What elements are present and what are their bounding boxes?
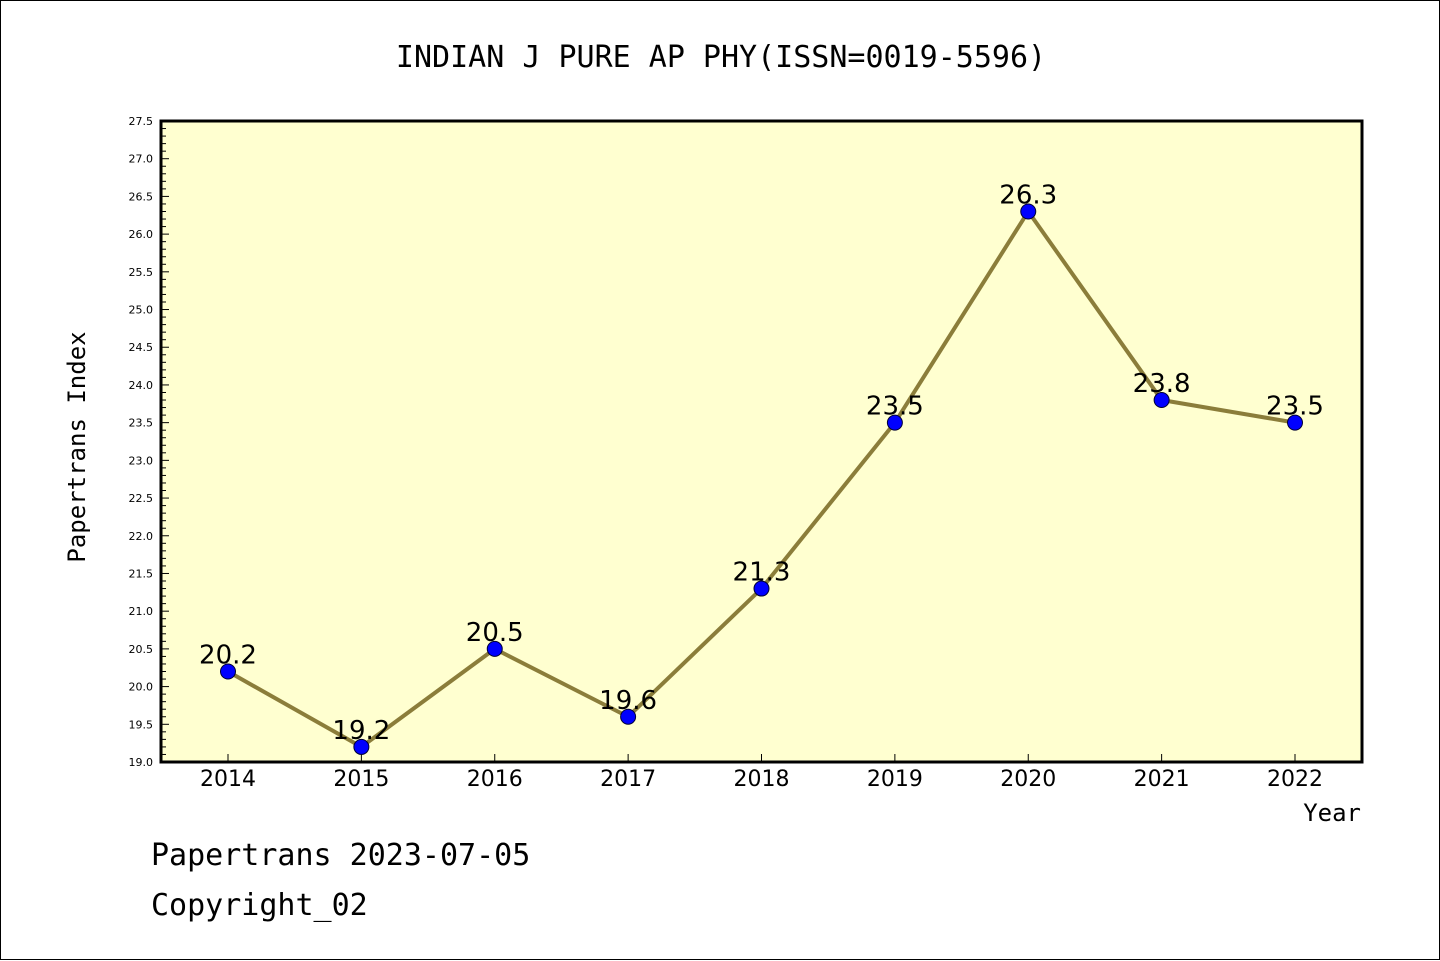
y-tick-label: 22.0 [129,530,154,543]
y-tick-label: 21.5 [129,567,154,580]
data-label: 20.2 [199,641,257,671]
data-labels: 20.2 19.2 20.5 19.6 21.3 23.5 26.3 23.8 23.5 [199,180,1324,745]
chart-title: INDIAN J PURE AP PHY(ISSN=0019-5596) [396,40,1046,75]
data-point [620,708,637,725]
x-tick-label: 2019 [867,767,923,792]
y-tick-label: 22.5 [129,492,154,505]
data-point [1153,392,1170,409]
data-label: 21.3 [733,558,791,588]
data-point [220,663,236,680]
data-label: 26.3 [999,180,1057,210]
data-point [753,580,770,597]
data-label: 19.6 [599,686,657,716]
y-tick-label: 24.0 [129,379,154,392]
x-tick-label: 2015 [333,767,389,792]
y-tick-label: 25.5 [129,266,154,279]
y-tick-label: 26.5 [129,190,154,203]
y-tick-label: 19.5 [129,718,154,731]
y-tick-label: 25.0 [129,304,154,317]
y-tick-label: 27.5 [129,115,154,128]
x-axis: 2014 2015 2016 2017 2018 2019 2020 2021 2022 [200,754,1323,792]
y-axis: 19.0 19.5 20.0 20.5 21.0 21.5 22.0 22.5 23.0 23.5… [129,115,169,769]
x-tick-label: 2018 [734,767,790,792]
data-label: 20.5 [466,618,524,648]
y-tick-label: 19.0 [129,756,154,769]
x-axis-label: Year [1303,799,1361,827]
y-tick-label: 26.0 [129,228,154,241]
data-label: 23.5 [866,392,924,422]
x-tick-label: 2017 [600,767,656,792]
y-tick-label: 20.0 [129,681,154,694]
y-tick-label: 23.5 [129,417,154,430]
y-tick-label: 24.5 [129,341,154,354]
series-layer [220,203,1303,755]
data-label: 23.8 [1133,369,1191,399]
data-point [1020,203,1037,220]
data-point [486,640,503,657]
y-tick-label: 23.0 [129,454,154,467]
plot-area [159,119,1364,764]
data-point [353,738,370,755]
data-label: 19.2 [332,716,390,746]
x-tick-label: 2021 [1134,767,1190,792]
y-tick-label: 21.0 [129,605,154,618]
data-label: 23.5 [1266,392,1324,422]
y-axis-label: Papertrans Index [63,331,91,562]
x-tick-label: 2016 [467,767,523,792]
y-tick-label: 20.5 [129,643,154,656]
y-tick-label: 27.0 [129,153,154,166]
x-tick-label: 2014 [200,767,256,792]
data-point [1287,414,1303,431]
footer-copyright: Copyright_02 [151,888,368,923]
footer-date: Papertrans 2023-07-05 [151,838,530,873]
x-tick-label: 2020 [1000,767,1056,792]
data-point [886,414,903,431]
x-tick-label: 2022 [1267,767,1323,792]
